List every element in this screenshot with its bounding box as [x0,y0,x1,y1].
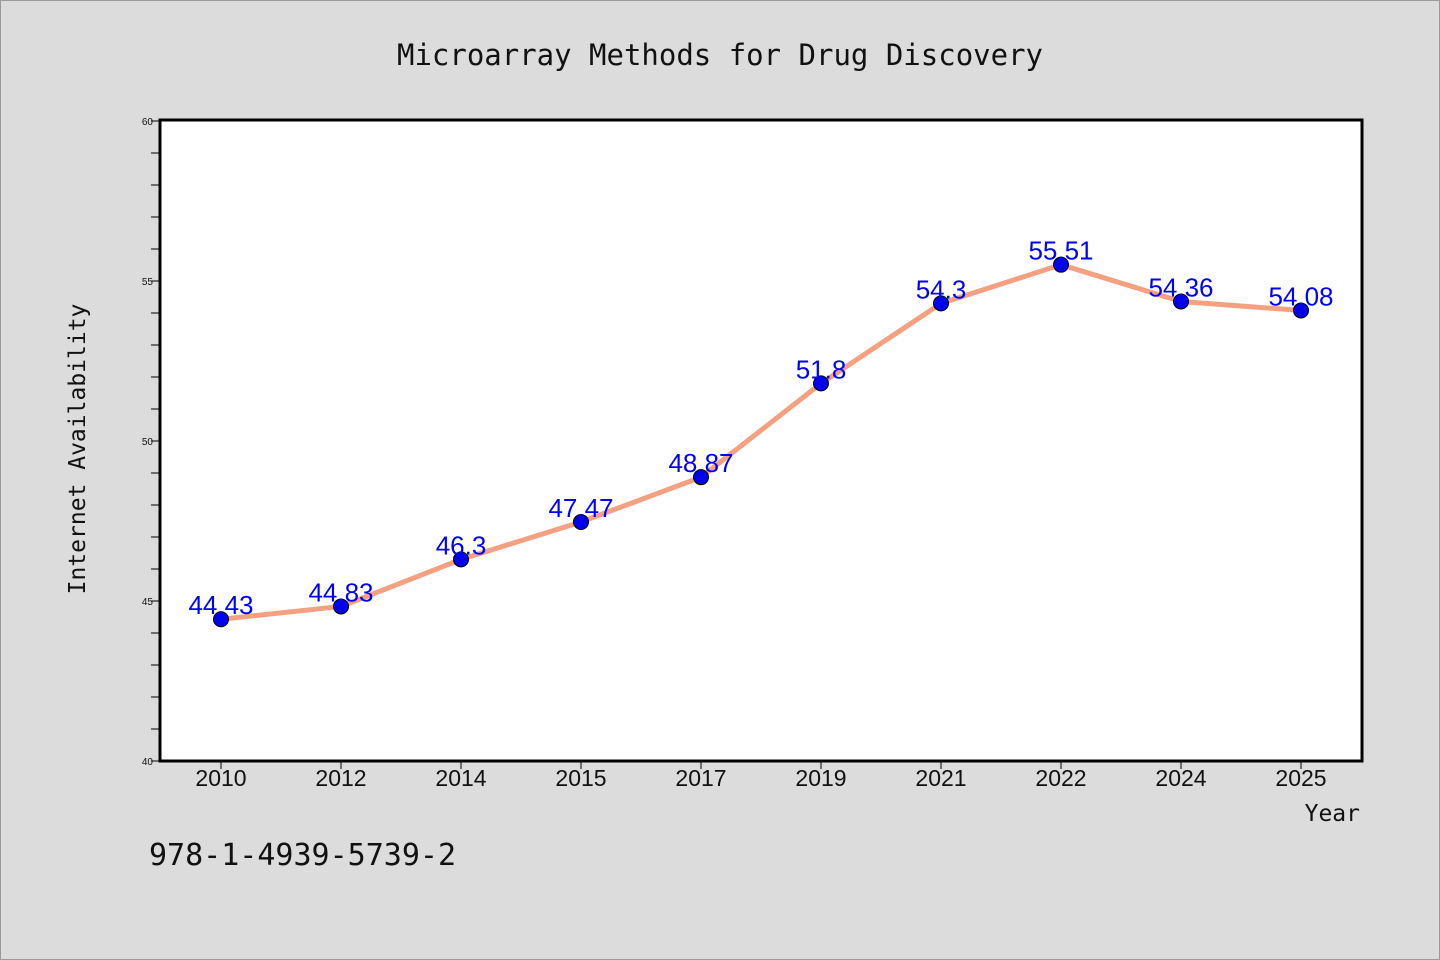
x-tick-label: 2015 [555,765,606,791]
series-line [218,262,1304,622]
chart-title: Microarray Methods for Drug Discovery [397,38,1043,72]
data-point [1173,293,1189,310]
x-tick-label: 2022 [1035,765,1086,791]
data-label: 47.47 [548,493,613,523]
isbn-annotation: 978-1-4939-5739-2 [149,838,456,873]
x-tick-label: 2019 [795,765,846,791]
x-axis: 2010 2012 2014 2015 2017 2019 2021 2022 2024 2025 [195,761,1327,791]
data-label: 54.08 [1268,281,1333,311]
data-label: 46.3 [436,530,487,560]
data-label: 55.51 [1028,236,1093,266]
plot-area [158,118,1364,763]
data-point [1053,256,1069,273]
y-tick-label: 45 [142,597,154,608]
x-tick-label: 2014 [435,765,486,791]
data-label: 44.83 [308,577,373,607]
y-tick-label: 60 [142,117,154,128]
data-label: 48.87 [668,448,733,478]
y-axis-title: Internet Availability [65,304,91,595]
data-point [213,611,229,628]
series-layer: 44.43 44.83 46.3 47.47 48.87 51.8 54.3 55.51 54.… [188,236,1334,628]
x-tick-label: 2010 [195,765,246,791]
data-point [813,375,829,392]
data-point [1293,302,1309,319]
data-point [333,598,349,615]
x-axis-title: Year [1305,801,1360,827]
data-label: 54.3 [916,274,967,304]
data-point [573,513,589,530]
y-tick-label: 55 [142,277,154,288]
data-point [453,551,469,568]
x-tick-label: 2025 [1275,765,1326,791]
data-point [693,469,709,486]
x-tick-label: 2012 [315,765,366,791]
y-axis: 40 45 50 55 60 [142,117,161,768]
y-tick-label: 40 [142,757,154,768]
data-point [933,295,949,312]
data-label: 51.8 [796,354,847,384]
x-tick-label: 2024 [1155,765,1206,791]
data-label: 44.43 [188,590,253,620]
data-label: 54.36 [1148,272,1213,302]
x-tick-label: 2017 [675,765,726,791]
x-tick-label: 2021 [915,765,966,791]
y-tick-label: 50 [142,437,154,448]
